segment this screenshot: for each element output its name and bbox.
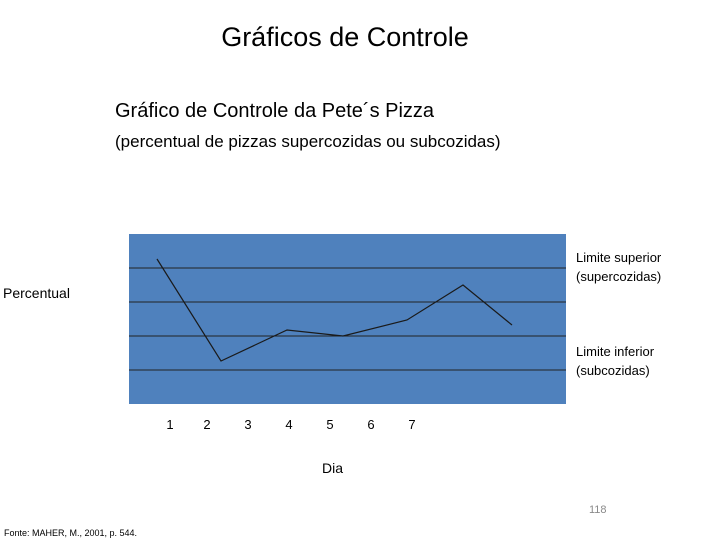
upper-limit-label: Limite superior (supercozidas) — [576, 250, 662, 284]
grid-lines — [129, 267, 566, 371]
plot-area — [129, 234, 566, 404]
lower-limit-label: Limite inferior (subcozidas) — [576, 344, 655, 378]
x-tick-label: 2 — [203, 417, 210, 432]
x-tick-label: 5 — [326, 417, 333, 432]
chart-subtitle: (percentual de pizzas supercozidas ou su… — [115, 132, 501, 151]
x-tick-label: 1 — [166, 417, 173, 432]
x-tick-label: 6 — [367, 417, 374, 432]
series-layer — [156, 258, 513, 362]
source-citation: Fonte: MAHER, M., 2001, p. 544. — [4, 528, 138, 538]
y-axis-label: Percentual — [3, 285, 70, 301]
x-axis-label: Dia — [322, 460, 344, 476]
x-tick-label: 3 — [244, 417, 251, 432]
chart-title: Gráfico de Controle da Pete´s Pizza — [115, 100, 435, 122]
slide-number: 118 — [589, 504, 607, 516]
x-tick-label: 4 — [285, 417, 292, 432]
x-tick-label: 7 — [408, 417, 415, 432]
slide-title: Gráficos de Controle — [221, 22, 469, 52]
x-tick-labels: 1 2 3 4 5 6 7 — [166, 417, 415, 432]
